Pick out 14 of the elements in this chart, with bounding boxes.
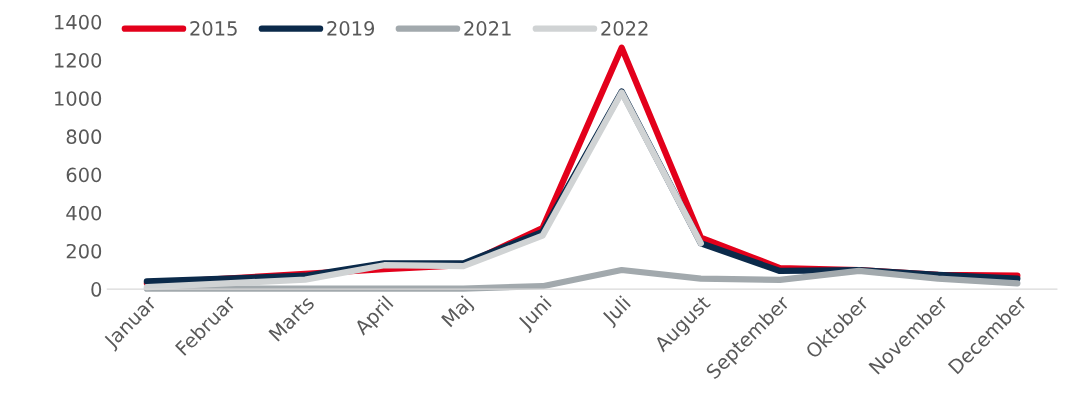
y-tick-label: 0 (91, 282, 102, 297)
x-tick-label: Juli (600, 295, 634, 329)
y-tick-label: 400 (66, 205, 102, 221)
x-tick-label: Maj (440, 295, 476, 331)
y-tick-label: 200 (66, 243, 102, 259)
y-tick-label: 1400 (55, 14, 102, 30)
legend-label: 2015 (190, 21, 237, 36)
legend-label: 2019 (327, 21, 375, 36)
y-tick-label: 800 (66, 129, 102, 145)
legend-label: 2022 (601, 21, 648, 36)
y-tick-label: 1200 (55, 53, 102, 68)
y-tick-label: 1000 (55, 91, 102, 106)
y-tick-label: 600 (66, 167, 102, 183)
legend-label: 2021 (464, 21, 511, 36)
